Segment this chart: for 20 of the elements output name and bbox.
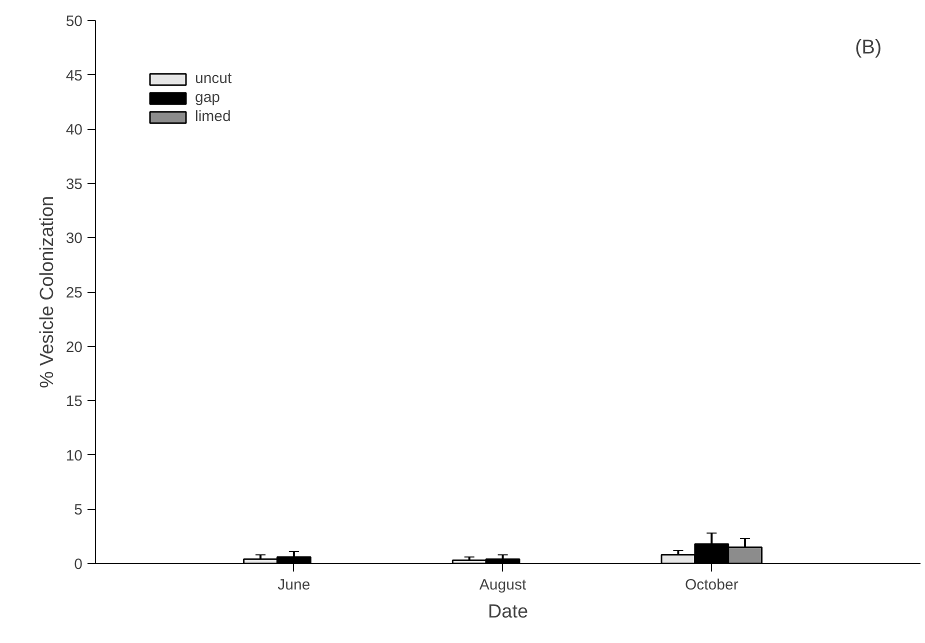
x-tick-label: August [479, 576, 527, 594]
y-tick-label: 15 [66, 393, 83, 410]
y-tick-label: 40 [66, 122, 83, 139]
y-tick-label: 50 [66, 13, 83, 30]
y-axis-title: % Vesicle Colonization [36, 196, 58, 388]
y-tick-label: 45 [66, 67, 83, 84]
x-tick-label: October [684, 576, 738, 594]
legend-label: uncut [195, 70, 232, 87]
y-tick-label: 0 [74, 556, 82, 573]
y-tick-label: 10 [66, 447, 83, 464]
x-axis-title: Date [488, 602, 528, 622]
x-tick-label: June [278, 576, 310, 594]
y-tick-label: 35 [66, 176, 83, 193]
y-tick-label: 5 [74, 502, 82, 519]
y-tick-label: 20 [66, 338, 83, 356]
legend-label: limed [195, 108, 231, 125]
legend-label: gap [195, 89, 220, 106]
y-tick-label: 25 [66, 284, 83, 302]
y-tick-label: 30 [66, 230, 83, 248]
annotation: (B) [854, 36, 882, 59]
